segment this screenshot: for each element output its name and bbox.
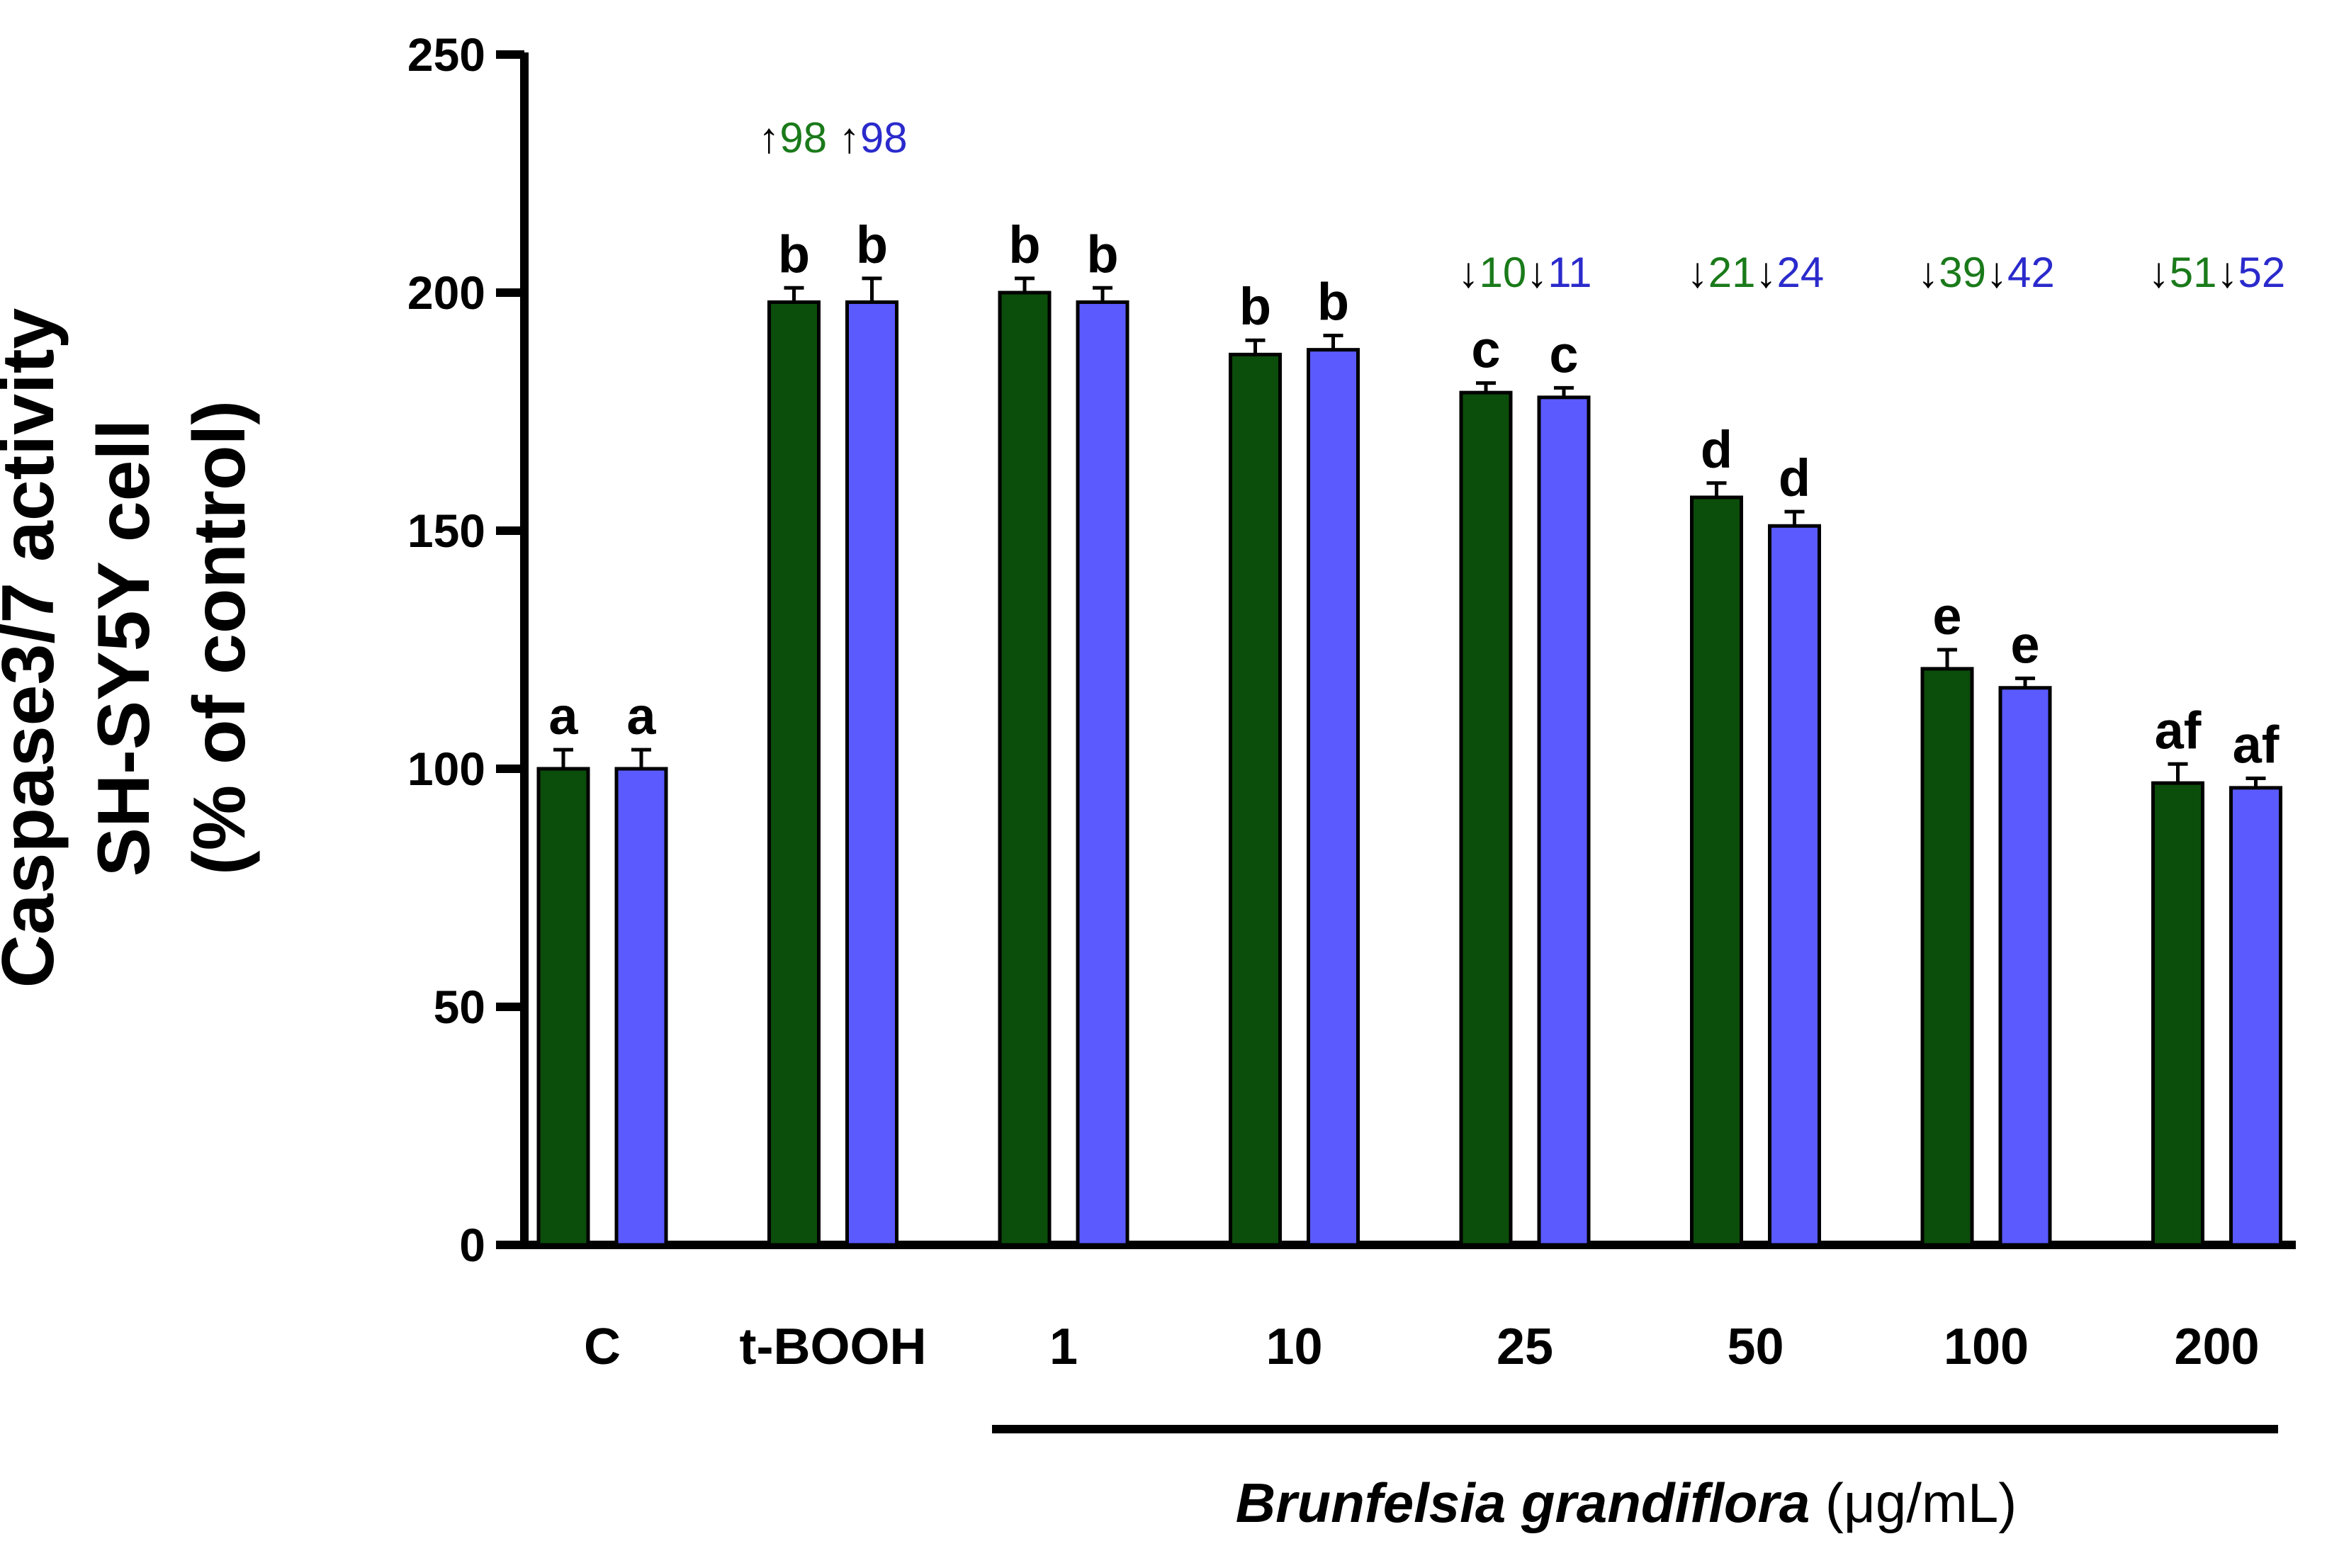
series-green-bar	[1690, 495, 1743, 1247]
significance-label: b	[778, 225, 810, 283]
category-label: 100	[1944, 1319, 2029, 1375]
category-label: t-BOOH	[740, 1319, 927, 1375]
series-green-bar	[1229, 352, 1282, 1247]
significance-label: c	[1471, 320, 1500, 379]
percent-change-annotation: ↑98 ↑98	[758, 114, 907, 162]
series-blue-bar	[2229, 786, 2282, 1247]
percent-change-annotation: ↓21↓24	[1687, 249, 1825, 296]
category-label: C	[584, 1319, 621, 1375]
x-axis-label-species: Brunfelsia grandiflora	[1236, 1472, 1810, 1534]
y-tick-label: 0	[459, 1219, 485, 1271]
category-label: 1	[1049, 1319, 1078, 1375]
series-green-bar	[1920, 667, 1974, 1247]
change-value-green: 51	[2170, 249, 2217, 296]
change-value-green: 98	[779, 114, 827, 162]
significance-label: b	[1317, 272, 1349, 331]
significance-label: d	[1779, 449, 1810, 507]
bars	[536, 276, 2282, 1247]
change-value-blue: 52	[2238, 249, 2286, 296]
significance-label: e	[1932, 587, 1961, 645]
category-label: 25	[1497, 1319, 1553, 1375]
series-blue-bar	[1076, 300, 1129, 1247]
significance-label: d	[1701, 420, 1732, 479]
series-green-bar	[998, 291, 1052, 1247]
x-axis-label-unit: (μg/mL)	[1810, 1472, 2017, 1534]
percent-change-annotation: ↓39↓42	[1917, 249, 2055, 296]
percent-change-annotation: ↓51↓52	[2148, 249, 2286, 296]
change-value-blue: 98	[860, 114, 908, 162]
series-green-bar	[536, 767, 590, 1247]
change-value-green: 21	[1708, 249, 1756, 296]
y-axis-label-line-3: (% of control)	[179, 400, 261, 875]
significance-label: b	[1086, 225, 1118, 283]
series-blue-bar	[1768, 524, 1821, 1247]
change-value-green: 10	[1479, 249, 1526, 296]
y-tick-label: 50	[434, 981, 485, 1033]
series-green-bar	[2151, 781, 2204, 1247]
category-label: 10	[1266, 1319, 1322, 1375]
y-tick-label: 150	[407, 504, 485, 557]
y-tick-label: 100	[407, 743, 485, 795]
significance-label: b	[856, 215, 888, 274]
y-tick-label: 200	[407, 266, 485, 319]
significance-label: a	[548, 687, 578, 745]
change-value-green: 39	[1939, 249, 1986, 296]
category-label: 50	[1727, 1319, 1784, 1375]
category-label: 200	[2174, 1319, 2259, 1375]
change-value-blue: 24	[1777, 249, 1825, 296]
series-green-bar	[1459, 390, 1513, 1247]
series-green-bar	[767, 300, 821, 1247]
series-blue-bar	[1537, 395, 1591, 1247]
significance-label: b	[1008, 215, 1040, 274]
y-axis-label-line-2: SH-SY5Y cell	[83, 419, 165, 877]
change-value-blue: 42	[2007, 249, 2055, 296]
series-blue-bar	[614, 767, 668, 1247]
significance-label: e	[2010, 615, 2039, 674]
percent-change-annotation: ↓10↓11	[1458, 249, 1591, 296]
series-blue-bar	[845, 300, 898, 1247]
significance-label: b	[1239, 277, 1271, 336]
y-axis-label-line-1: Caspase3/7 activity	[0, 308, 69, 988]
series-blue-bar	[1307, 348, 1360, 1247]
y-tick-label: 250	[407, 28, 485, 81]
x-axis-label: Brunfelsia grandiflora (μg/mL)	[1236, 1472, 2017, 1534]
significance-label: c	[1549, 325, 1578, 383]
significance-label: af	[2155, 701, 2202, 760]
significance-label: af	[2233, 715, 2280, 774]
series-blue-bar	[1998, 686, 2052, 1247]
significance-label: a	[626, 687, 656, 745]
change-value-blue: 11	[1548, 249, 1591, 296]
y-axis-label: Caspase3/7 activity SH-SY5Y cell (% of c…	[0, 288, 261, 988]
